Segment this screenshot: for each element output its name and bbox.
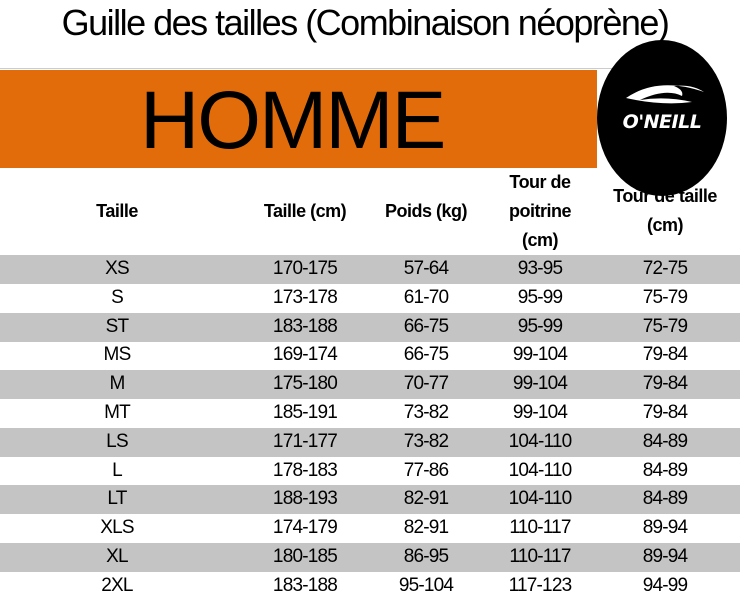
cell-weight: 95-104 [398,574,454,596]
cell-height: 170-175 [272,258,338,279]
header-chest: Tour de poitrine (cm) [509,171,572,250]
cell-waist: 94-99 [642,574,688,596]
cell-waist: 89-94 [642,546,688,567]
page-title: Guille des tailles (Combinaison néoprène… [61,2,670,43]
cell-size: LT [107,488,127,510]
table-row: LS 171-177 73-82 104-110 84-89 [0,427,740,457]
cell-size: S [111,286,124,308]
cell-waist: 75-79 [642,315,688,337]
cell-size: ST [105,315,129,337]
cell-weight: 82-91 [403,488,449,510]
table-row: XL 180-185 86-95 110-117 89-94 [0,543,740,572]
cell-size: XLS [100,517,134,539]
table-row: 2XL 183-188 95-104 117-123 94-99 [0,572,740,601]
banner: HOMME [0,70,597,168]
cell-waist: 89-94 [642,517,688,539]
header-height: Taille (cm) [263,200,347,221]
cell-weight: 70-77 [403,373,449,395]
cell-waist: 75-79 [642,286,688,308]
cell-height: 185-191 [272,402,338,423]
cell-waist: 84-89 [642,430,688,452]
table-row: LT 188-193 82-91 104-110 84-89 [0,485,740,515]
cell-height: 171-177 [272,430,338,452]
svg-text:O'NEILL: O'NEILL [623,111,702,133]
banner-text: HOMME [140,75,446,166]
cell-height: 180-185 [272,546,338,567]
cell-height: 178-183 [272,459,338,481]
cell-height: 188-193 [272,488,338,510]
cell-weight: 61-70 [403,286,449,308]
cell-waist: 79-84 [642,344,688,366]
cell-waist: 84-89 [642,459,688,481]
cell-chest: 104-110 [508,488,573,510]
header-size: Taille [96,200,138,221]
cell-weight: 73-82 [403,402,449,423]
cell-chest: 110-117 [509,517,571,539]
oneill-logo: O'NEILL [596,40,729,198]
cell-size: LS [106,430,128,452]
cell-height: 183-188 [272,574,338,596]
cell-chest: 95-99 [517,286,563,308]
table-row: S 173-178 61-70 95-99 75-79 [0,284,740,313]
cell-chest: 93-95 [517,258,563,279]
divider [0,68,705,69]
cell-size: MS [103,344,132,366]
cell-waist: 84-89 [642,488,688,510]
table-row: L 178-183 77-86 104-110 84-89 [0,457,740,486]
cell-size: L [112,459,123,481]
cell-size: 2XL [101,574,133,596]
cell-chest: 110-117 [509,546,571,567]
cell-chest: 104-110 [508,430,573,452]
cell-waist: 79-84 [642,402,688,423]
cell-height: 169-174 [272,344,338,366]
cell-height: 174-179 [272,517,338,539]
cell-chest: 95-99 [517,315,563,337]
cell-weight: 57-64 [403,258,449,279]
cell-chest: 99-104 [512,402,568,423]
cell-weight: 66-75 [403,315,449,337]
cell-height: 173-178 [272,286,338,308]
cell-weight: 86-95 [403,546,449,567]
table-row: MS 169-174 66-75 99-104 79-84 [0,341,740,370]
cell-chest: 117-123 [508,574,573,596]
cell-size: M [109,373,125,395]
cell-weight: 82-91 [403,517,449,539]
cell-chest: 99-104 [512,373,568,395]
cell-size: MT [104,402,131,423]
table-row: XLS 174-179 82-91 110-117 89-94 [0,514,740,543]
header-weight: Poids (kg) [385,200,468,221]
cell-weight: 77-86 [403,459,449,481]
table-row: MT 185-191 73-82 99-104 79-84 [0,399,740,428]
cell-height: 175-180 [272,373,338,395]
header-waist: Tour de taille (cm) [613,186,717,235]
cell-chest: 104-110 [508,459,573,481]
cell-weight: 66-75 [403,344,449,366]
table-row: M 175-180 70-77 99-104 79-84 [0,370,740,400]
cell-waist: 72-75 [642,258,688,279]
cell-height: 183-188 [272,315,338,337]
cell-weight: 73-82 [403,430,449,452]
cell-chest: 99-104 [512,344,568,366]
table-row: ST 183-188 66-75 95-99 75-79 [0,312,740,342]
cell-size: XL [106,546,128,567]
table-row: XS 170-175 57-64 93-95 72-75 [0,255,740,284]
cell-waist: 79-84 [642,373,688,395]
cell-size: XS [105,258,130,279]
